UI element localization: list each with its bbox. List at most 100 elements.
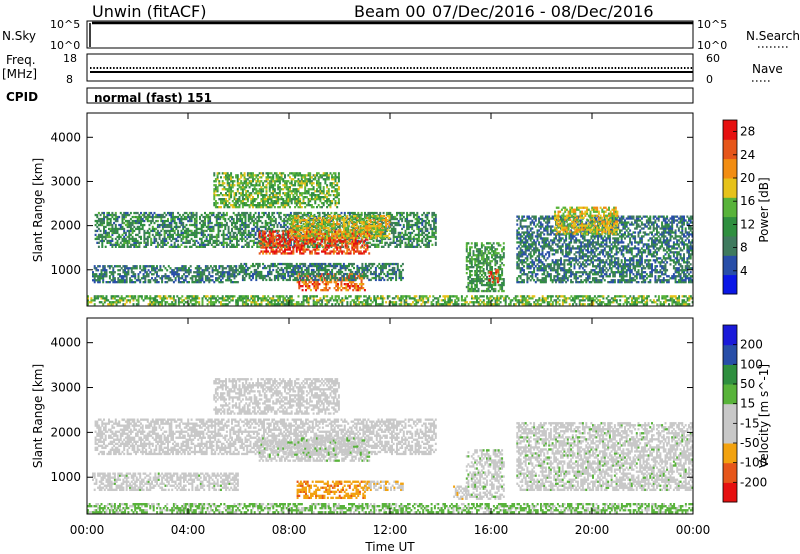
data-cell — [275, 276, 278, 280]
data-cell — [297, 278, 300, 282]
data-cell — [380, 272, 382, 276]
data-cell — [227, 237, 230, 241]
data-cell — [339, 215, 342, 218]
data-cell — [419, 233, 422, 237]
data-cell — [529, 255, 532, 258]
data-cell — [317, 278, 320, 282]
data-cell — [355, 287, 358, 290]
data-cell — [533, 269, 536, 272]
data-cell — [421, 217, 424, 221]
data-cell — [378, 223, 381, 226]
data-cell — [255, 270, 258, 274]
data-cell — [220, 271, 222, 274]
data-cell — [383, 215, 386, 218]
data-cell — [183, 279, 185, 282]
data-cell — [467, 285, 470, 289]
data-cell — [551, 215, 554, 218]
data-cell — [384, 241, 387, 244]
data-cell — [98, 281, 101, 284]
data-cell — [346, 248, 349, 251]
data-cell — [492, 272, 495, 275]
data-cell — [237, 231, 240, 235]
data-cell — [495, 269, 498, 272]
data-cell — [193, 219, 196, 223]
data-cell — [268, 236, 271, 239]
data-cell — [250, 278, 253, 282]
data-cell — [182, 231, 185, 235]
data-cell — [534, 251, 537, 254]
data-cell — [316, 238, 318, 241]
data-cell — [521, 239, 524, 242]
data-cell — [477, 274, 480, 277]
data-cell — [268, 266, 271, 270]
data-cell — [324, 270, 327, 274]
data-cell — [322, 272, 325, 276]
data-cell — [268, 276, 271, 280]
data-cell — [531, 215, 534, 218]
data-cell — [354, 242, 357, 245]
data-cell — [302, 223, 305, 226]
data-cell — [141, 219, 144, 223]
data-cell — [538, 243, 541, 246]
data-cell — [123, 217, 126, 221]
data-cell — [536, 279, 539, 282]
data-cell — [135, 279, 138, 282]
data-cell — [128, 219, 131, 223]
data-cell — [322, 268, 325, 272]
data-cell — [379, 236, 382, 240]
data-cell — [323, 279, 326, 282]
data-cell — [358, 236, 361, 240]
data-cell — [310, 276, 313, 280]
data-cell — [280, 246, 283, 249]
data-cell — [470, 256, 473, 259]
data-cell — [361, 232, 364, 236]
data-cell — [538, 249, 541, 252]
data-cell — [381, 262, 384, 266]
data-cell — [122, 277, 125, 280]
data-cell — [253, 268, 256, 272]
data-cell — [399, 233, 402, 237]
data-cell — [401, 211, 404, 215]
data-cell — [344, 230, 347, 234]
data-cell — [361, 223, 364, 226]
data-cell — [285, 242, 288, 245]
data-cell — [168, 245, 171, 248]
data-cell — [230, 273, 233, 276]
data-cell — [370, 211, 373, 215]
data-cell — [339, 272, 342, 276]
data-cell — [195, 221, 198, 225]
data-cell — [268, 232, 271, 235]
data-cell — [350, 211, 353, 215]
data-cell — [521, 215, 524, 218]
data-cell — [204, 243, 206, 246]
data-cell — [186, 275, 189, 278]
data-cell — [404, 229, 407, 233]
data-cell — [130, 271, 133, 274]
data-cell — [526, 255, 529, 258]
data-cell — [136, 211, 139, 215]
data-cell — [306, 223, 309, 227]
data-cell — [501, 274, 504, 277]
data-cell — [386, 234, 389, 238]
data-cell — [139, 281, 142, 284]
data-cell — [209, 237, 212, 241]
data-cell — [533, 251, 536, 254]
data-cell — [153, 227, 156, 231]
data-cell — [538, 241, 541, 244]
data-cell — [277, 274, 280, 278]
data-cell — [499, 256, 502, 259]
data-cell — [536, 231, 539, 234]
data-cell — [103, 273, 106, 276]
data-cell — [278, 234, 281, 237]
data-cell — [549, 217, 552, 220]
data-cell — [292, 221, 295, 224]
data-cell — [104, 235, 107, 239]
data-cell — [118, 215, 121, 219]
data-cell — [231, 215, 233, 219]
data-cell — [92, 275, 94, 278]
data-cell — [110, 271, 113, 274]
data-cell — [133, 245, 136, 248]
data-cell — [203, 271, 206, 274]
data-cell — [402, 235, 405, 239]
data-cell — [174, 271, 177, 274]
